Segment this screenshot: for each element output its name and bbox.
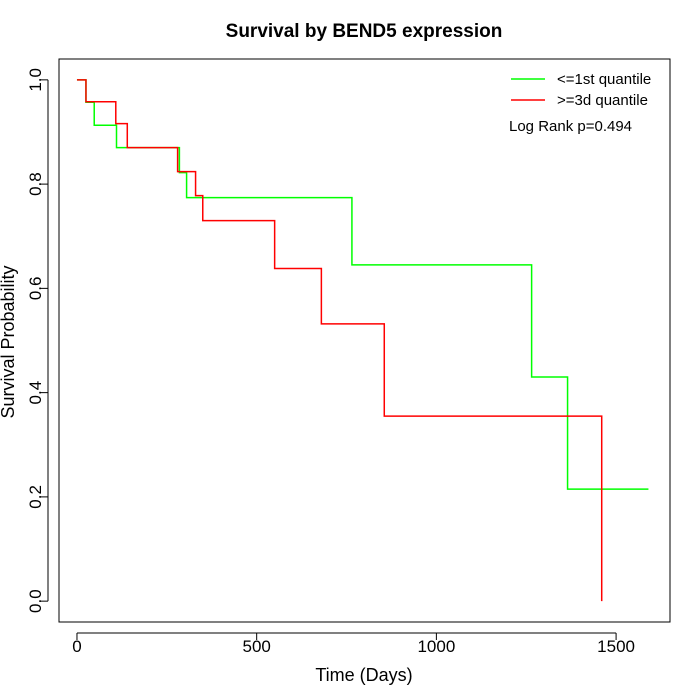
y-tick-label: 0.8	[26, 172, 45, 196]
log-rank-annotation: Log Rank p=0.494	[509, 118, 632, 135]
y-tick-label: 0.6	[26, 277, 45, 301]
y-tick-label: 0.2	[26, 485, 45, 509]
legend: <=1st quantile >=3d quantile	[511, 71, 651, 109]
series-line-2	[76, 79, 603, 602]
x-tick-label: 0	[72, 637, 81, 656]
series-line-1	[76, 79, 649, 490]
y-axis-label: Survival Probability	[0, 265, 18, 418]
x-tick-label: 1000	[417, 637, 455, 656]
x-tick-label: 1500	[597, 637, 635, 656]
series-layer	[76, 79, 649, 602]
x-tick-label: 500	[242, 637, 270, 656]
x-axis: 0 500 1000 1500	[72, 632, 635, 656]
x-axis-label: Time (Days)	[315, 665, 412, 685]
legend-label: >=3d quantile	[557, 92, 648, 109]
y-tick-label: 1.0	[26, 68, 45, 92]
plot-frame	[58, 58, 671, 623]
legend-label: <=1st quantile	[557, 71, 651, 88]
chart-title: Survival by BEND5 expression	[226, 21, 503, 42]
y-tick-label: 0.0	[26, 589, 45, 613]
y-axis: 0.0 0.2 0.4 0.6 0.8 1.0	[26, 68, 49, 613]
y-tick-label: 0.4	[26, 381, 45, 405]
